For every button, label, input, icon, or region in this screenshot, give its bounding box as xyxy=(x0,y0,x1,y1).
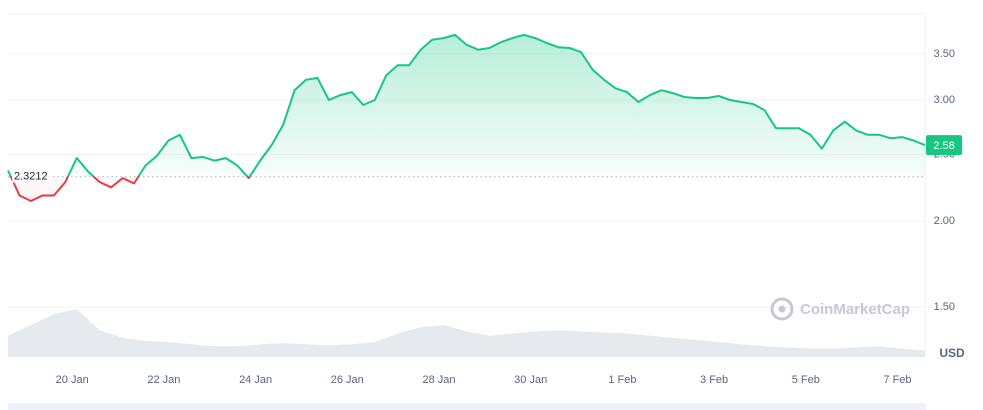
price-line xyxy=(7,33,926,202)
x-tick-label: 5 Feb xyxy=(792,374,820,386)
price-tag-label: 2.58 xyxy=(933,140,954,152)
baseline-label-bg xyxy=(12,168,52,183)
watermark-text: CoinMarketCap xyxy=(800,301,910,318)
x-tick-label: 22 Jan xyxy=(147,374,180,386)
x-tick-label: 24 Jan xyxy=(239,374,272,386)
watermark: CoinMarketCap xyxy=(770,297,910,321)
price-area xyxy=(8,34,925,202)
y-tick-label: 2.00 xyxy=(934,215,955,227)
x-tick-label: 20 Jan xyxy=(56,374,89,386)
baseline-label: 2.3212 xyxy=(14,171,48,183)
x-tick-label: 3 Feb xyxy=(700,374,728,386)
x-tick-label: 30 Jan xyxy=(514,374,547,386)
x-tick-label: 7 Feb xyxy=(883,374,911,386)
x-tick-label: 28 Jan xyxy=(422,374,455,386)
price-tag xyxy=(926,135,962,156)
x-tick-label: 26 Jan xyxy=(331,374,364,386)
x-tick-label: 1 Feb xyxy=(608,374,636,386)
volume-area xyxy=(8,309,925,357)
y-tick-label: 3.50 xyxy=(934,48,955,60)
y-tick-label: 1.50 xyxy=(934,301,955,313)
scroll-strip xyxy=(8,403,926,410)
currency-label: USD xyxy=(939,346,965,360)
y-tick-label: 3.00 xyxy=(934,94,955,106)
